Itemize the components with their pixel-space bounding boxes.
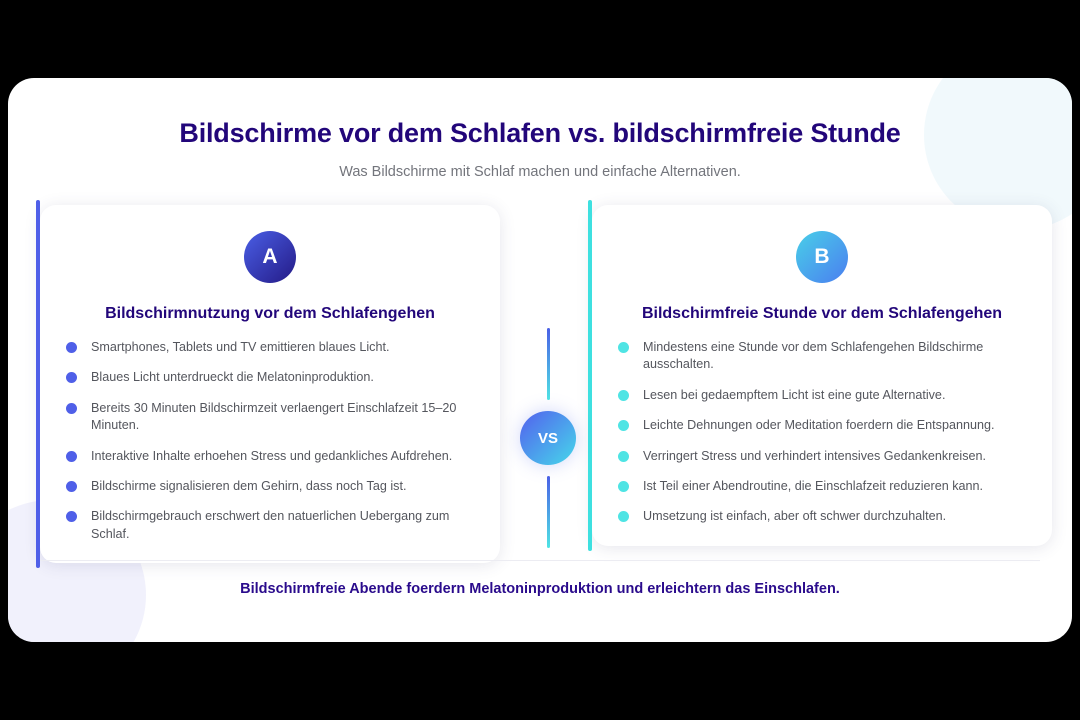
list-item: Umsetzung ist einfach, aber oft schwer d… (618, 508, 1026, 525)
infographic-panel: Bildschirme vor dem Schlafen vs. bildsch… (8, 78, 1072, 642)
list-item-text: Bildschirme signalisieren dem Gehirn, da… (91, 478, 407, 493)
vs-line-bottom (546, 475, 550, 549)
page-title: Bildschirme vor dem Schlafen vs. bildsch… (179, 118, 901, 148)
list-item-text: Lesen bei gedaempftem Licht ist eine gut… (643, 387, 946, 402)
card-title-a: Bildschirmnutzung vor dem Schlafengehen (105, 305, 435, 322)
card-accent-bar-a (36, 200, 40, 568)
list-item: Bildschirme signalisieren dem Gehirn, da… (66, 478, 474, 495)
bullet-dot-icon (66, 511, 77, 523)
panel-content: Bildschirme vor dem Schlafen vs. bildsch… (8, 78, 1072, 642)
list-item: Bildschirmgebrauch erschwert den natuerl… (66, 508, 474, 543)
list-item-text: Bildschirmgebrauch erschwert den natuerl… (91, 509, 450, 541)
list-item: Leichte Dehnungen oder Meditation foerde… (618, 417, 1026, 434)
card-badge-b: B (796, 231, 848, 283)
card-points-a: Smartphones, Tablets und TV emittieren b… (66, 339, 474, 543)
list-item-text: Smartphones, Tablets und TV emittieren b… (91, 340, 390, 354)
comparison-card-b: B Bildschirmfreie Stunde vor dem Schlafe… (588, 200, 1052, 551)
list-item-text: Interaktive Inhalte erhoehen Stress und … (91, 448, 453, 463)
list-item-text: Umsetzung ist einfach, aber oft schwer d… (643, 509, 947, 524)
list-item: Verringert Stress und verhindert intensi… (618, 448, 1026, 465)
bullet-dot-icon (66, 372, 77, 384)
vs-divider: VS (518, 328, 578, 549)
bullet-dot-icon (66, 402, 77, 414)
bullet-dot-icon (66, 480, 77, 492)
list-item: Interaktive Inhalte erhoehen Stress und … (66, 448, 474, 465)
bullet-dot-icon (618, 450, 629, 462)
list-item: Blaues Licht unterdrueckt die Melatoninp… (66, 369, 474, 386)
bullet-dot-icon (618, 342, 629, 353)
card-accent-bar-b (588, 200, 592, 551)
page-subtitle: Was Bildschirme mit Schlaf machen und ei… (339, 164, 741, 180)
card-title-b: Bildschirmfreie Stunde vor dem Schlafeng… (641, 305, 1003, 322)
list-item: Bereits 30 Minuten Bildschirmzeit verlae… (66, 400, 474, 435)
bullet-dot-icon (66, 450, 77, 462)
list-item-text: Verringert Stress und verhindert intensi… (643, 448, 987, 463)
bullet-dot-icon (618, 389, 629, 401)
card-badge-a: A (244, 231, 296, 283)
list-item-text: Blaues Licht unterdrueckt die Melatoninp… (91, 370, 374, 385)
bullet-dot-icon (618, 480, 629, 492)
footer-divider (40, 560, 1040, 561)
vs-badge: VS (520, 411, 576, 465)
list-item: Smartphones, Tablets und TV emittieren b… (66, 339, 474, 356)
list-item-text: Mindestens eine Stunde vor dem Schlafeng… (643, 340, 984, 372)
list-item: Mindestens eine Stunde vor dem Schlafeng… (618, 339, 1026, 374)
bullet-dot-icon (618, 511, 629, 523)
list-item-text: Ist Teil einer Abendroutine, die Einschl… (643, 478, 984, 493)
card-points-b: Mindestens eine Stunde vor dem Schlafeng… (618, 339, 1026, 526)
bullet-dot-icon (618, 420, 629, 432)
list-item: Ist Teil einer Abendroutine, die Einschl… (618, 478, 1026, 495)
comparison-card-a: A Bildschirmnutzung vor dem Schlafengehe… (36, 200, 500, 568)
list-item: Lesen bei gedaempftem Licht ist eine gut… (618, 387, 1026, 404)
footer-conclusion: Bildschirmfreie Abende foerdern Melatoni… (240, 581, 840, 597)
bullet-dot-icon (66, 342, 77, 353)
list-item-text: Leichte Dehnungen oder Meditation foerde… (643, 418, 995, 433)
comparison-cards: A Bildschirmnutzung vor dem Schlafengehe… (8, 200, 1072, 568)
vs-line-top (546, 328, 550, 401)
list-item-text: Bereits 30 Minuten Bildschirmzeit verlae… (91, 400, 457, 433)
